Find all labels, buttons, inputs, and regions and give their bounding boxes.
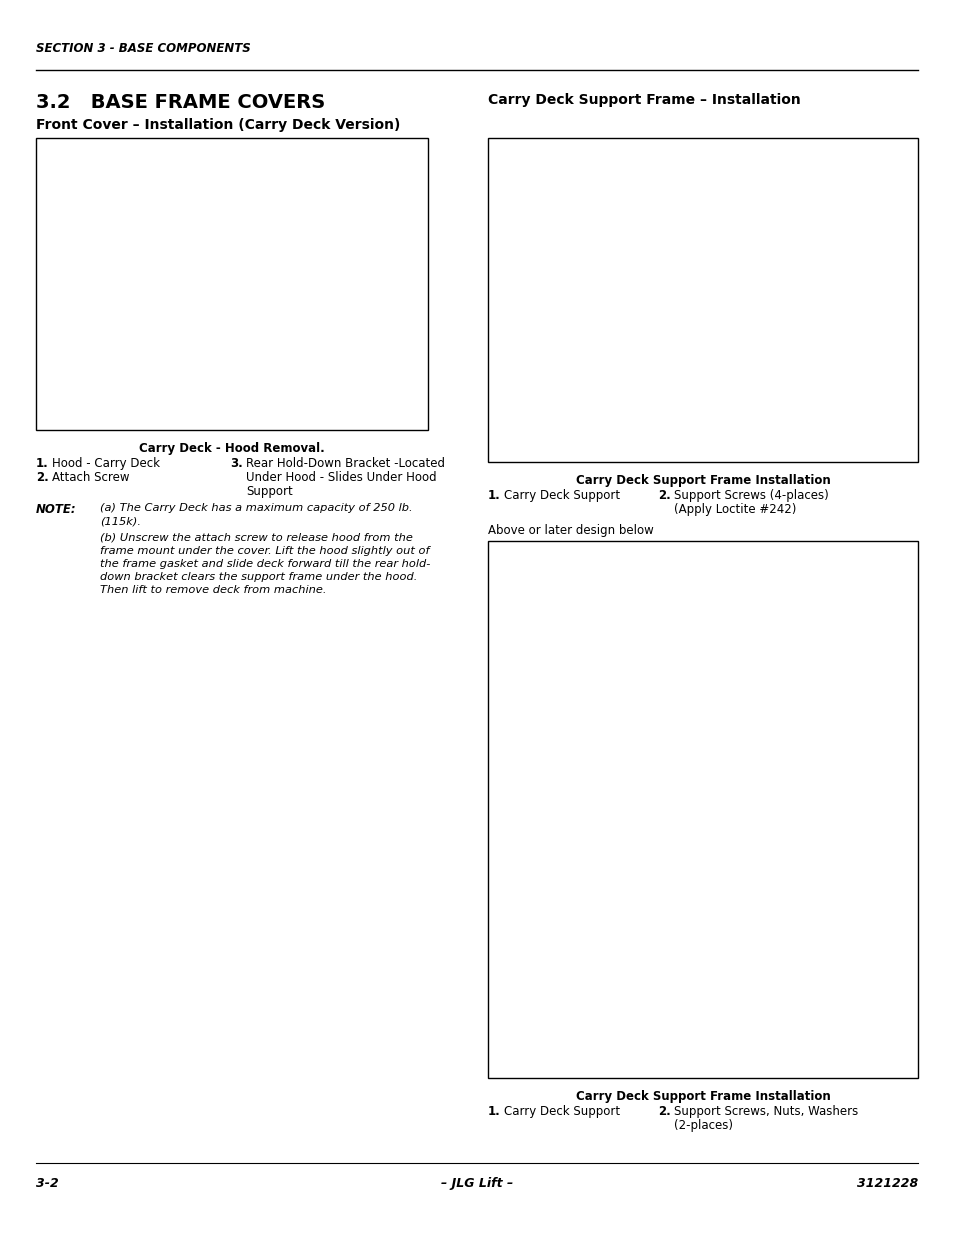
Text: Front Cover – Installation (Carry Deck Version): Front Cover – Installation (Carry Deck V… (36, 119, 400, 132)
Text: 1.: 1. (36, 457, 49, 471)
Text: down bracket clears the support frame under the hood.: down bracket clears the support frame un… (100, 572, 417, 582)
Text: frame mount under the cover. Lift the hood slightly out of: frame mount under the cover. Lift the ho… (100, 546, 429, 556)
Text: (2-places): (2-places) (673, 1119, 732, 1132)
Bar (488, 541, 917, 1078)
Text: 1.: 1. (488, 489, 500, 501)
Bar (36, 138, 428, 430)
Text: Above or later design below: Above or later design below (488, 524, 653, 537)
Text: 3121228: 3121228 (856, 1177, 917, 1191)
Text: NOTE:: NOTE: (36, 503, 76, 516)
Text: 2.: 2. (658, 1105, 670, 1118)
Text: – JLG Lift –: – JLG Lift – (440, 1177, 513, 1191)
Text: SECTION 3 - BASE COMPONENTS: SECTION 3 - BASE COMPONENTS (36, 42, 251, 56)
Text: Carry Deck - Hood Removal.: Carry Deck - Hood Removal. (139, 442, 325, 454)
Text: Carry Deck Support Frame – Installation: Carry Deck Support Frame – Installation (488, 93, 800, 107)
Text: (a) The Carry Deck has a maximum capacity of 250 lb.: (a) The Carry Deck has a maximum capacit… (100, 503, 413, 513)
Text: Rear Hold-Down Bracket -Located: Rear Hold-Down Bracket -Located (246, 457, 444, 471)
Text: Under Hood - Slides Under Hood: Under Hood - Slides Under Hood (246, 471, 436, 484)
Text: Then lift to remove deck from machine.: Then lift to remove deck from machine. (100, 585, 326, 595)
Text: 3-2: 3-2 (36, 1177, 59, 1191)
Text: Support: Support (246, 485, 293, 498)
Text: (115k).: (115k). (100, 516, 141, 526)
Text: Attach Screw: Attach Screw (52, 471, 130, 484)
Text: Carry Deck Support: Carry Deck Support (503, 1105, 619, 1118)
Text: Carry Deck Support Frame Installation: Carry Deck Support Frame Installation (575, 1091, 829, 1103)
Text: Carry Deck Support Frame Installation: Carry Deck Support Frame Installation (575, 474, 829, 487)
Text: 3.: 3. (230, 457, 242, 471)
Bar (488, 138, 917, 462)
Text: Support Screws (4-places): Support Screws (4-places) (673, 489, 828, 501)
Text: (Apply Loctite #242): (Apply Loctite #242) (673, 503, 796, 516)
Text: Hood - Carry Deck: Hood - Carry Deck (52, 457, 160, 471)
Text: 2.: 2. (36, 471, 49, 484)
Text: Support Screws, Nuts, Washers: Support Screws, Nuts, Washers (673, 1105, 858, 1118)
Text: 1.: 1. (488, 1105, 500, 1118)
Text: the frame gasket and slide deck forward till the rear hold-: the frame gasket and slide deck forward … (100, 559, 430, 569)
Text: 3.2   BASE FRAME COVERS: 3.2 BASE FRAME COVERS (36, 93, 325, 112)
Text: (b) Unscrew the attach screw to release hood from the: (b) Unscrew the attach screw to release … (100, 534, 413, 543)
Text: 2.: 2. (658, 489, 670, 501)
Text: Carry Deck Support: Carry Deck Support (503, 489, 619, 501)
